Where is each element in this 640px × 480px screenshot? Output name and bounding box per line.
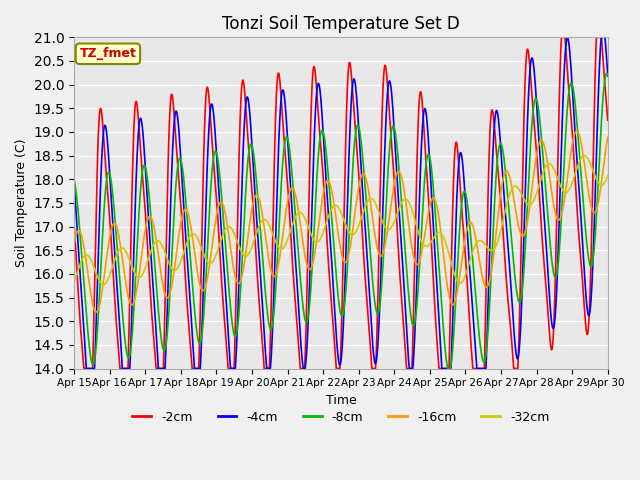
-4cm	[83, 366, 90, 372]
-8cm	[604, 72, 612, 78]
-16cm	[554, 216, 561, 222]
Line: -4cm: -4cm	[74, 37, 608, 369]
Line: -16cm: -16cm	[74, 131, 608, 312]
-16cm	[604, 135, 611, 141]
-32cm	[554, 175, 561, 180]
-32cm	[604, 173, 611, 179]
-16cm	[393, 170, 401, 176]
-2cm	[557, 35, 565, 40]
-32cm	[403, 196, 410, 202]
-2cm	[220, 302, 227, 308]
-16cm	[403, 203, 410, 208]
Y-axis label: Soil Temperature (C): Soil Temperature (C)	[15, 139, 28, 267]
-2cm	[554, 192, 561, 197]
-8cm	[70, 178, 78, 184]
-16cm	[604, 134, 612, 140]
-32cm	[393, 212, 401, 217]
-2cm	[185, 320, 193, 326]
-32cm	[100, 282, 108, 288]
-2cm	[393, 221, 401, 227]
-4cm	[554, 275, 561, 281]
-32cm	[70, 279, 78, 285]
-2cm	[70, 223, 78, 228]
Line: -8cm: -8cm	[74, 73, 608, 369]
-32cm	[580, 153, 588, 158]
-16cm	[70, 241, 78, 247]
-32cm	[185, 236, 193, 241]
-16cm	[573, 128, 580, 134]
Text: TZ_fmet: TZ_fmet	[79, 47, 136, 60]
-8cm	[393, 142, 401, 147]
-32cm	[220, 231, 227, 237]
-32cm	[604, 173, 612, 179]
-8cm	[604, 72, 611, 78]
Line: -32cm: -32cm	[74, 156, 608, 285]
-2cm	[80, 366, 88, 372]
Legend: -2cm, -4cm, -8cm, -16cm, -32cm: -2cm, -4cm, -8cm, -16cm, -32cm	[127, 406, 554, 429]
-4cm	[597, 35, 605, 40]
-8cm	[220, 213, 227, 218]
Line: -2cm: -2cm	[74, 37, 608, 369]
Title: Tonzi Soil Temperature Set D: Tonzi Soil Temperature Set D	[222, 15, 460, 33]
-2cm	[604, 118, 612, 123]
-4cm	[393, 174, 401, 180]
-16cm	[185, 213, 193, 218]
-8cm	[403, 261, 410, 266]
-4cm	[403, 322, 410, 328]
-8cm	[184, 231, 192, 237]
-4cm	[604, 73, 612, 79]
-8cm	[554, 269, 561, 275]
-16cm	[92, 309, 100, 315]
X-axis label: Time: Time	[326, 394, 356, 407]
-8cm	[444, 366, 452, 372]
-2cm	[604, 115, 611, 121]
-2cm	[403, 362, 410, 368]
-4cm	[70, 179, 78, 184]
-16cm	[220, 203, 227, 208]
-4cm	[185, 274, 193, 280]
-4cm	[220, 254, 227, 260]
-8cm	[603, 71, 611, 76]
-4cm	[604, 71, 611, 76]
